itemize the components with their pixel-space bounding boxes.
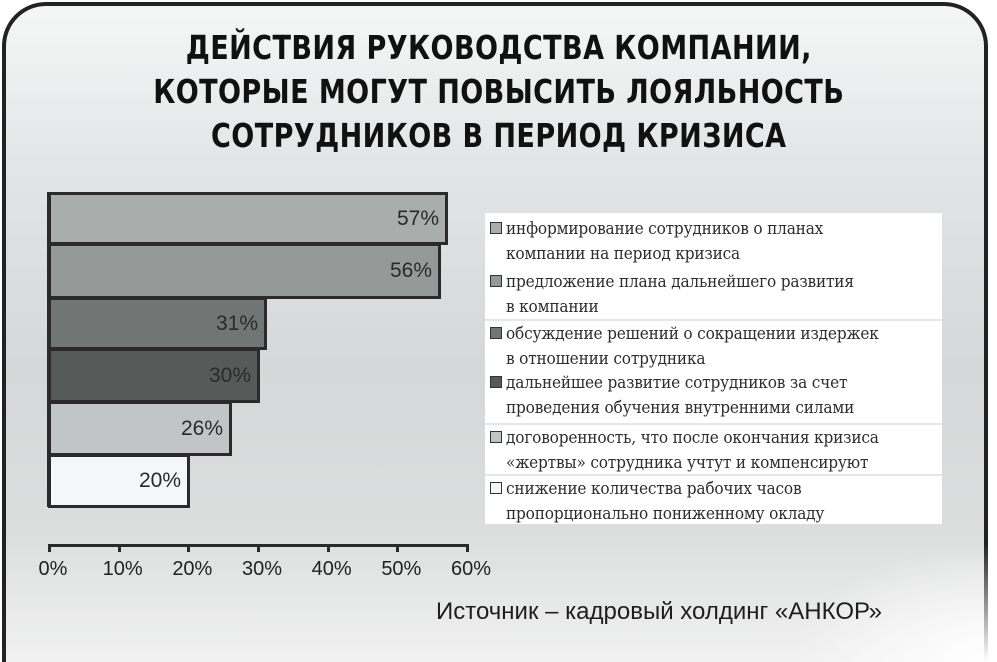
bar-2: 56% (48, 243, 441, 299)
bar-5: 26% (48, 401, 232, 456)
legend-label-line-2: компании на период кризиса (506, 244, 741, 263)
x-tick-label: 20% (172, 558, 213, 580)
legend-label-line-2: в компании (506, 297, 599, 316)
x-tick-label: 10% (102, 558, 143, 580)
x-tick-mark (187, 544, 191, 552)
bar-1: 57% (48, 192, 448, 245)
legend-swatch-icon (490, 482, 502, 494)
legend-item: дальнейшее развитие сотрудников за счет … (485, 370, 942, 423)
x-tick-mark (466, 544, 469, 552)
x-tick-mark (257, 544, 260, 552)
x-tick-label: 60% (450, 558, 492, 580)
legend-swatch-icon (490, 327, 502, 339)
legend-label-line-2: в отношении сотрудника (506, 349, 706, 368)
legend-label-line-1: договоренность, что после окончания криз… (506, 428, 879, 447)
legend-swatch-icon (490, 275, 502, 287)
x-tick-mark (396, 544, 400, 552)
bar-value-label: 20% (138, 469, 181, 492)
legend-label-line-1: предложение плана дальнейшего развития (506, 272, 854, 291)
legend-item: договоренность, что после окончания криз… (485, 423, 942, 476)
legend-item: обсуждение решений о сокращении издержек… (485, 319, 942, 372)
legend-label-line-2: пропорционально пониженному окладу (506, 504, 825, 523)
bar-value-label: 30% (208, 363, 251, 387)
legend-label-line-2: «жертвы» сотрудника учтут и компенсируют (506, 453, 869, 472)
bar-6: 20% (48, 454, 190, 508)
bar-4: 30% (48, 348, 260, 403)
legend-item: снижение количества рабочих часов пропор… (485, 474, 942, 524)
bar-value-label: 57% (396, 206, 439, 230)
title-line-3: СОТРУДНИКОВ В ПЕРИОД КРИЗИСА (211, 116, 787, 155)
source-caption: Источник – кадровый холдинг «АНКОР» (436, 598, 883, 625)
legend: информирование сотрудников о планах комп… (485, 213, 942, 524)
x-tick-label: 40% (311, 558, 352, 580)
legend-label-line-1: обсуждение решений о сокращении издержек (506, 324, 879, 343)
bar-value-label: 26% (180, 416, 223, 440)
x-tick-label: 30% (241, 558, 283, 580)
bar-value-label: 31% (215, 311, 258, 335)
legend-item: информирование сотрудников о планах комп… (485, 216, 942, 269)
legend-swatch-icon (490, 376, 502, 388)
legend-swatch-icon (490, 222, 502, 234)
legend-swatch-icon (490, 431, 502, 443)
chart-title: ДЕЙСТВИЯ РУКОВОДСТВА КОМПАНИИ, КОТОРЫЕ М… (90, 26, 908, 158)
x-tick-mark (48, 544, 51, 552)
x-tick-mark (326, 544, 330, 552)
legend-item: предложение плана дальнейшего развития в… (485, 269, 942, 319)
legend-label-line-2: проведения обучения внутренними силами (506, 398, 855, 417)
legend-label-line-1: дальнейшее развитие сотрудников за счет (506, 373, 848, 392)
bar-3: 31% (48, 297, 267, 350)
title-line-2: КОТОРЫЕ МОГУТ ПОВЫСИТЬ ЛОЯЛЬНОСТЬ (153, 72, 845, 111)
bar-value-label: 56% (389, 259, 432, 282)
legend-label-line-1: информирование сотрудников о планах (506, 219, 824, 238)
y-axis-line (47, 192, 50, 507)
legend-label-line-1: снижение количества рабочих часов (506, 479, 802, 498)
title-line-1: ДЕЙСТВИЯ РУКОВОДСТВА КОМПАНИИ, (185, 28, 812, 67)
x-tick-label: 50% (381, 558, 422, 580)
x-tick-label: 0% (38, 558, 68, 580)
x-tick-mark (117, 544, 121, 552)
